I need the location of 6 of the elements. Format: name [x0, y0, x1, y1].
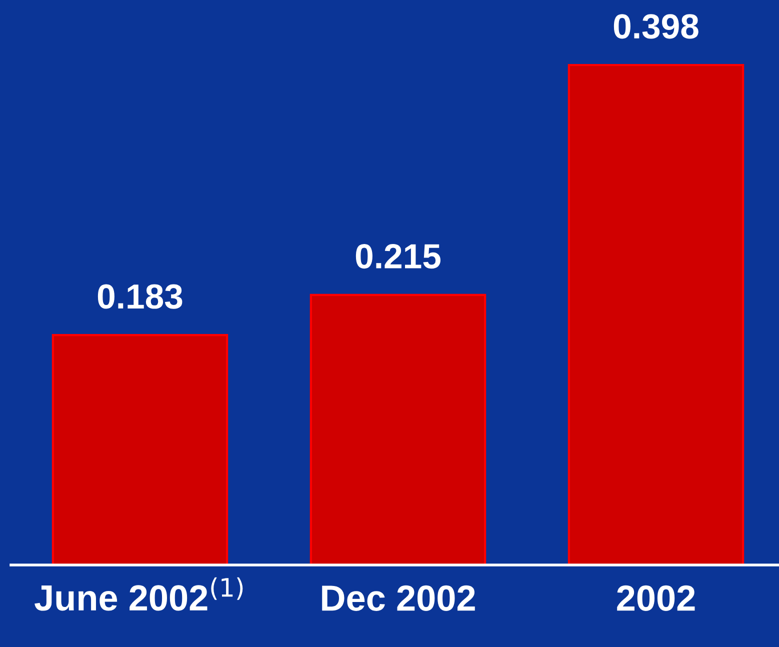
x-tick-label: 2002: [617, 585, 695, 611]
data-label: 0.215: [356, 244, 440, 269]
x-tick-label: Dec 2002: [322, 585, 475, 611]
data-label: 0.183: [98, 284, 182, 309]
x-tick-label: June 2002$^{(1)}$: [34, 577, 243, 611]
data-label: 0.398: [614, 14, 698, 39]
